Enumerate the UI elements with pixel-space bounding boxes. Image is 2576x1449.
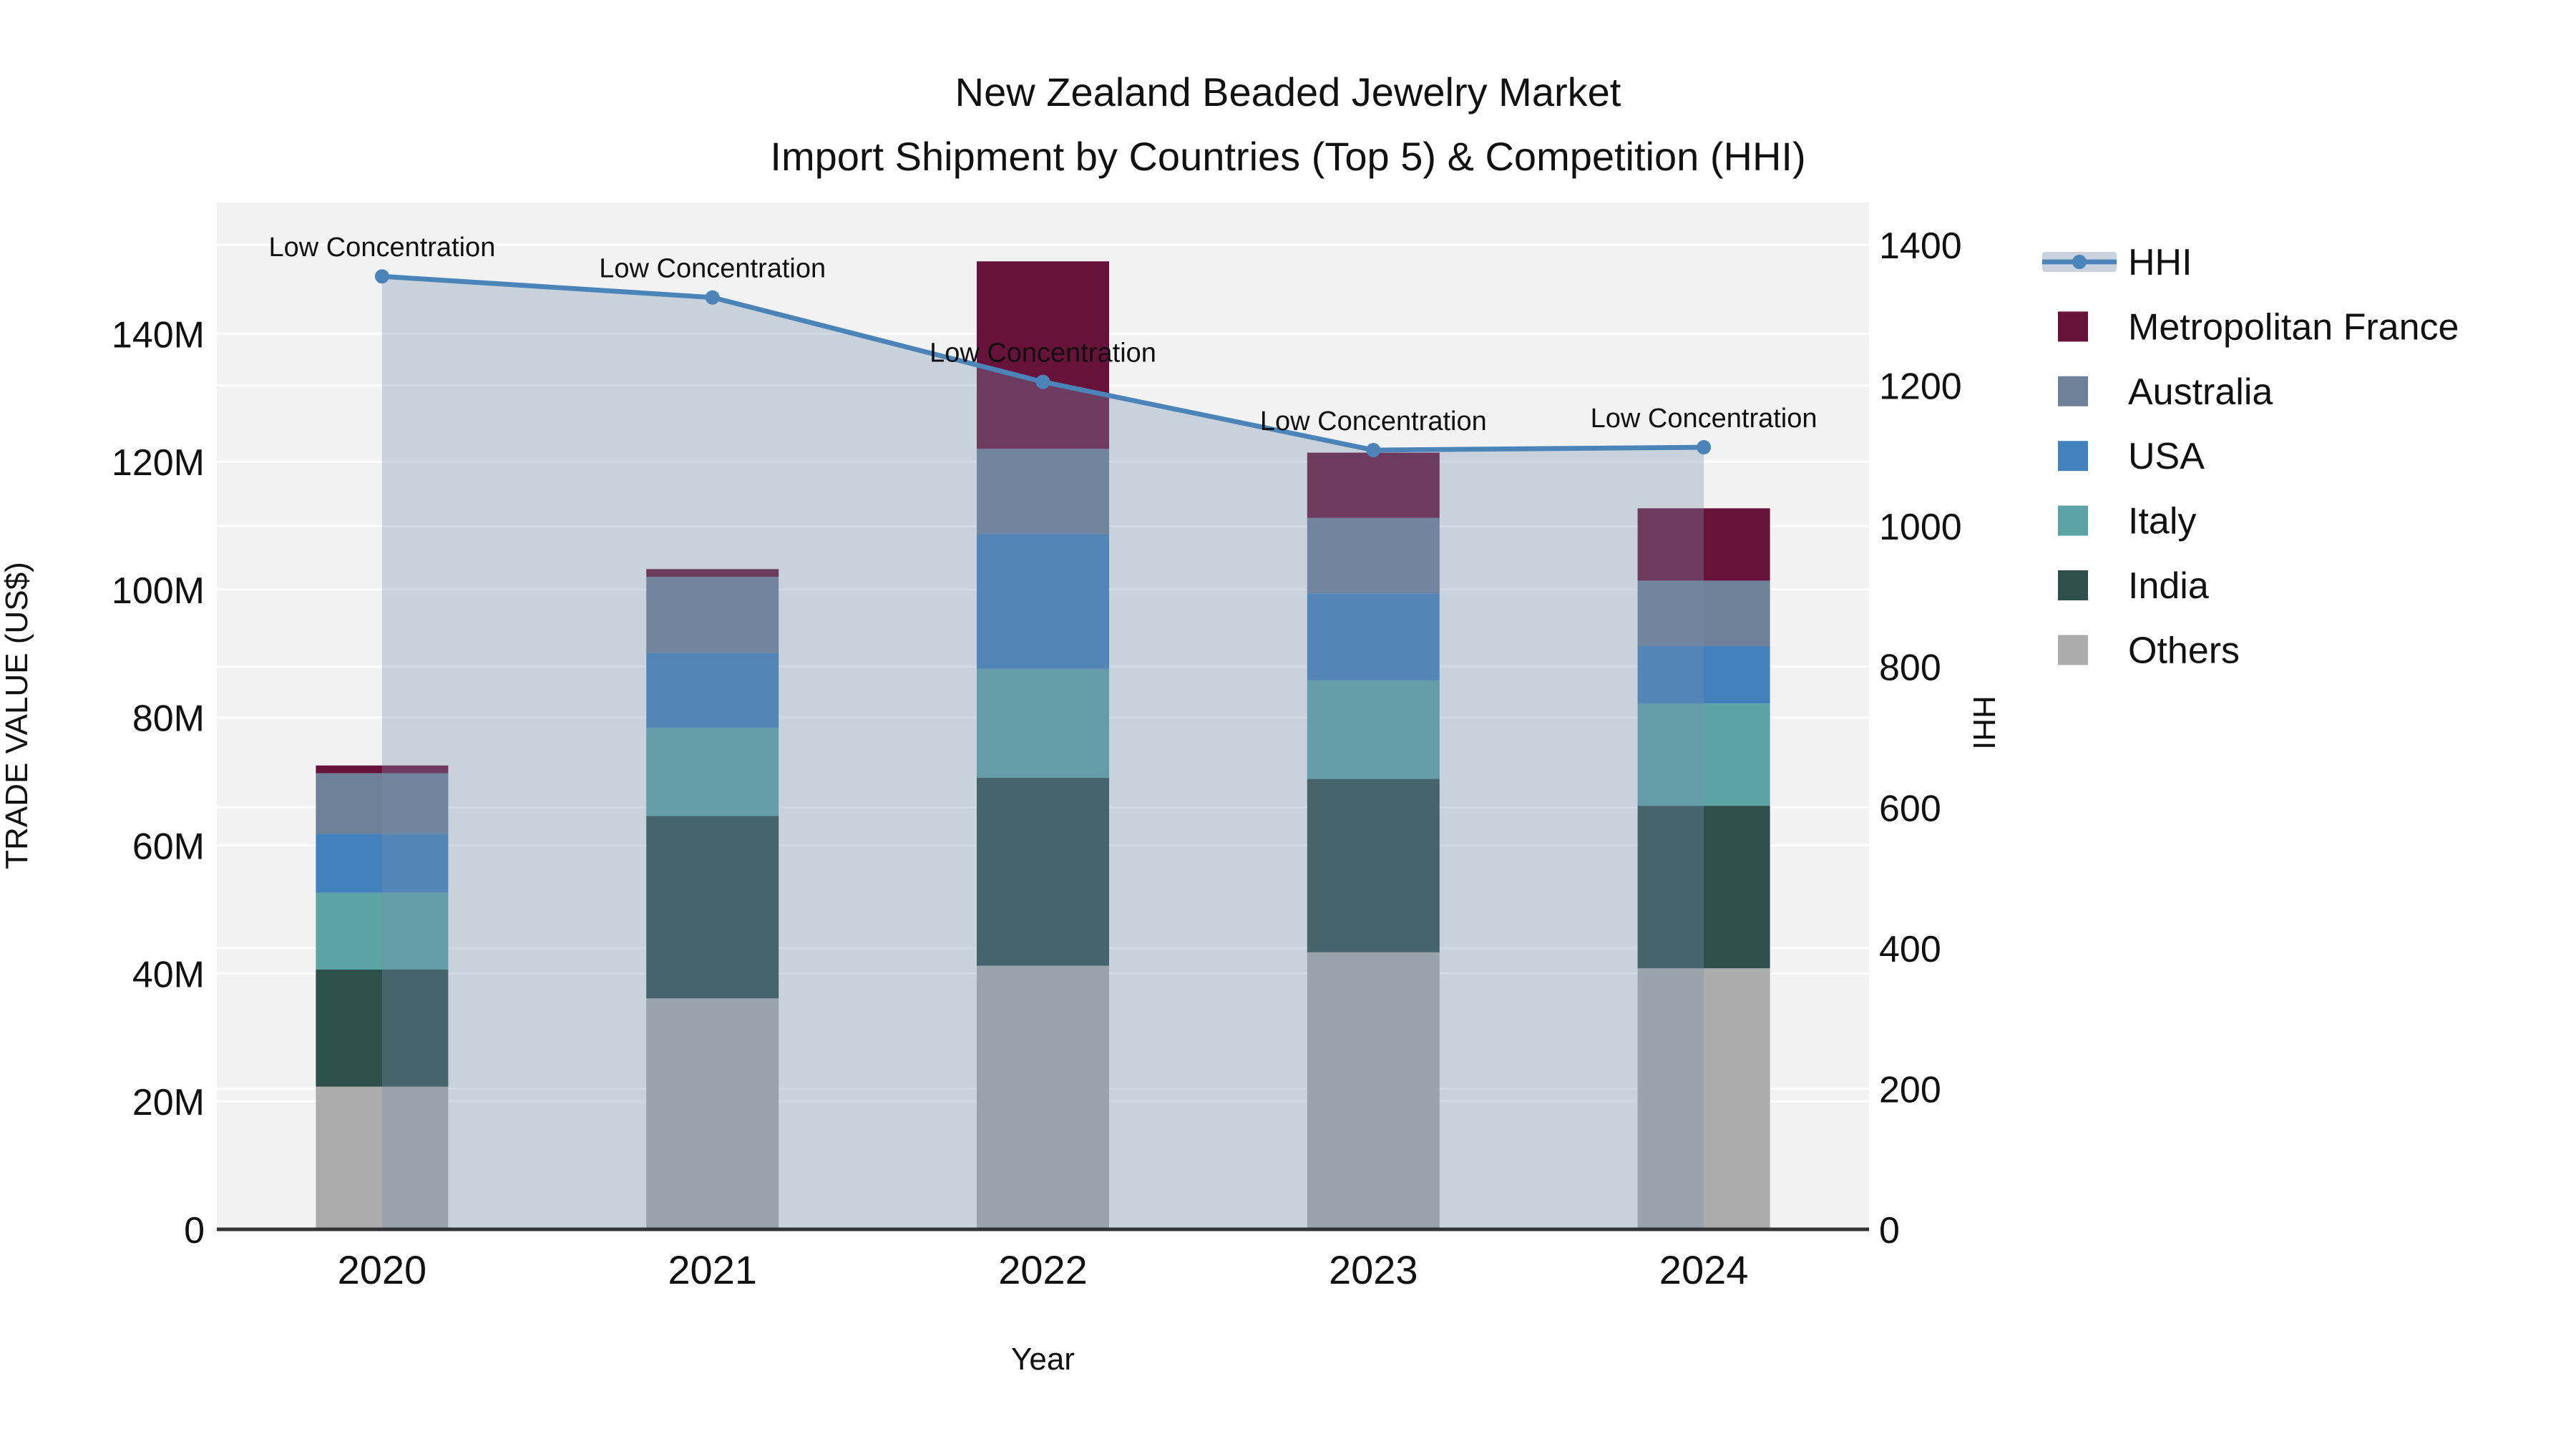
bar-segment-usa-2023 <box>1307 593 1440 680</box>
bar-segment-usa-2024 <box>1637 645 1770 704</box>
legend-label: Others <box>2128 630 2240 671</box>
hhi-marker-2021 <box>705 290 720 305</box>
bar-segment-others-2024 <box>1637 968 1770 1229</box>
legend-swatch-icon <box>2058 570 2088 600</box>
bar-segment-india-2020 <box>316 970 449 1087</box>
bar-segment-others-2023 <box>1307 952 1440 1229</box>
x-axis-title: Year <box>1011 1342 1075 1377</box>
annotation-2022: Low Concentration <box>930 338 1156 369</box>
bar-segment-others-2022 <box>977 965 1109 1229</box>
right-tick-200: 200 <box>1879 1069 1941 1111</box>
hhi-marker-2020 <box>374 269 389 284</box>
annotation-2023: Low Concentration <box>1260 406 1487 436</box>
left-tick-120M: 120M <box>112 442 205 484</box>
bar-segment-italy-2021 <box>646 728 779 816</box>
legend-item-india[interactable]: India <box>2058 565 2209 607</box>
right-tick-600: 600 <box>1879 788 1941 829</box>
bar-segment-others-2021 <box>646 998 779 1229</box>
left-tick-80M: 80M <box>132 698 205 740</box>
bar-segment-metropolitan-france-2020 <box>316 765 449 774</box>
bar-segment-metropolitan-france-2024 <box>1637 508 1770 581</box>
bar-segment-usa-2021 <box>646 653 779 728</box>
legend-label: Italy <box>2128 501 2196 542</box>
bar-segment-india-2024 <box>1637 806 1770 969</box>
bar-segment-italy-2022 <box>977 668 1109 778</box>
left-tick-20M: 20M <box>132 1082 205 1123</box>
bar-segment-australia-2021 <box>646 577 779 653</box>
legend-item-usa[interactable]: USA <box>2058 436 2205 477</box>
left-tick-100M: 100M <box>112 570 205 612</box>
bar-segment-india-2022 <box>977 777 1109 966</box>
bar-segment-australia-2024 <box>1637 580 1770 646</box>
annotation-2024: Low Concentration <box>1591 404 1818 434</box>
legend-label: HHI <box>2128 242 2192 283</box>
y-axis-title-right: HHI <box>1966 696 2001 750</box>
right-tick-1200: 1200 <box>1879 366 1962 408</box>
bar-segment-australia-2022 <box>977 449 1109 535</box>
legend-swatch-icon <box>2058 441 2088 472</box>
legend-label: Metropolitan France <box>2128 306 2459 348</box>
bar-segment-italy-2020 <box>316 892 449 970</box>
hhi-marker-2023 <box>1366 442 1381 457</box>
legend-item-australia[interactable]: Australia <box>2058 371 2273 413</box>
annotation-2020: Low Concentration <box>268 233 495 263</box>
chart-title-line1: New Zealand Beaded Jewelry Market <box>955 69 1621 114</box>
bar-segment-italy-2024 <box>1637 703 1770 806</box>
legend-label: India <box>2128 565 2209 607</box>
x-tick-2022: 2022 <box>998 1247 1088 1292</box>
right-tick-800: 800 <box>1879 648 1941 689</box>
right-tick-400: 400 <box>1879 929 1941 970</box>
legend-item-metropolitan-france[interactable]: Metropolitan France <box>2058 306 2459 348</box>
legend-swatch-icon <box>2058 635 2088 665</box>
bar-segment-india-2023 <box>1307 779 1440 952</box>
bar-segment-australia-2023 <box>1307 517 1440 594</box>
bar-segment-others-2020 <box>316 1086 449 1229</box>
hhi-marker-2024 <box>1697 440 1712 455</box>
right-tick-1000: 1000 <box>1879 507 1962 548</box>
right-tick-1400: 1400 <box>1879 225 1962 267</box>
legend-item-others[interactable]: Others <box>2058 630 2240 671</box>
legend-label: USA <box>2128 436 2205 477</box>
left-tick-40M: 40M <box>132 954 205 995</box>
bar-segment-italy-2023 <box>1307 680 1440 779</box>
y-axis-title-left: TRADE VALUE (US$) <box>0 562 34 869</box>
x-tick-2024: 2024 <box>1659 1247 1749 1292</box>
legend: HHI Metropolitan France Australia USA Italy I… <box>2042 242 2459 671</box>
chart-title-line2: Import Shipment by Countries (Top 5) & C… <box>770 134 1805 179</box>
x-tick-2020: 2020 <box>338 1247 427 1292</box>
left-tick-60M: 60M <box>132 826 205 868</box>
legend-item-italy[interactable]: Italy <box>2058 501 2196 542</box>
legend-hhi-marker-icon <box>2072 255 2087 269</box>
stacked-bars <box>316 261 1770 1229</box>
hhi-marker-2022 <box>1035 374 1050 389</box>
x-tick-2023: 2023 <box>1329 1247 1418 1292</box>
bar-segment-metropolitan-france-2023 <box>1307 452 1440 518</box>
bar-segment-australia-2020 <box>316 773 449 834</box>
bar-segment-india-2021 <box>646 816 779 999</box>
hhi-area-fill <box>381 276 1704 1230</box>
bar-segment-usa-2020 <box>316 834 449 893</box>
chart-layers: Low Concentration Low Concentration Low Co… <box>112 203 1962 1292</box>
x-tick-2021: 2021 <box>668 1247 757 1292</box>
left-tick-0: 0 <box>184 1210 205 1252</box>
legend-swatch-icon <box>2058 376 2088 406</box>
annotation-2021: Low Concentration <box>599 254 826 284</box>
legend-item-hhi[interactable]: HHI <box>2042 242 2192 283</box>
left-tick-140M: 140M <box>112 314 205 356</box>
legend-swatch-icon <box>2058 505 2088 536</box>
bar-segment-usa-2022 <box>977 534 1109 669</box>
bar-segment-metropolitan-france-2021 <box>646 569 779 577</box>
legend-swatch-icon <box>2058 311 2088 342</box>
legend-label: Australia <box>2128 371 2273 413</box>
bar-segment-metropolitan-france-2022 <box>977 261 1109 449</box>
right-tick-0: 0 <box>1879 1210 1900 1252</box>
